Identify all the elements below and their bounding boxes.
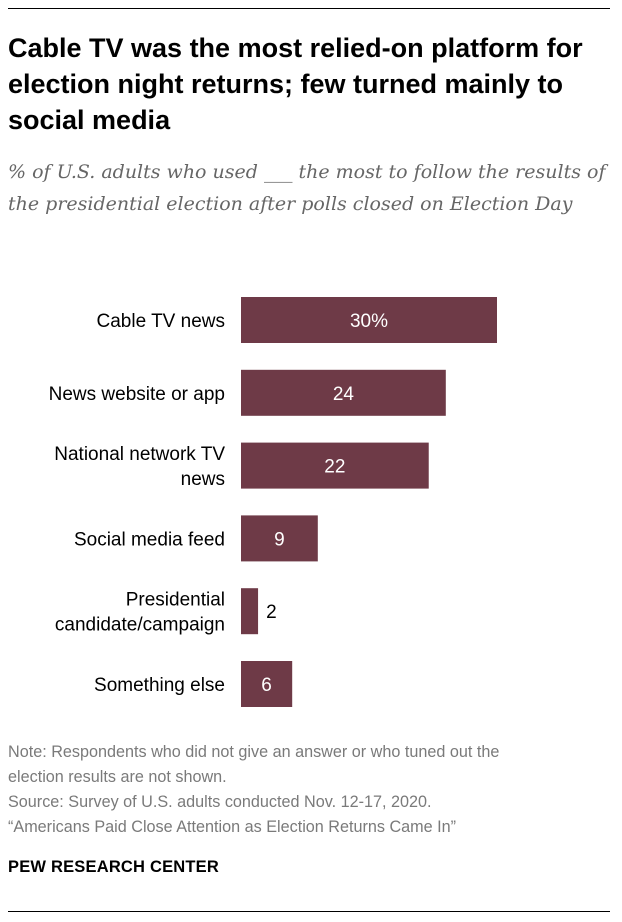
note-line-1: Note: Respondents who did not give an an… [8, 743, 500, 761]
bar [241, 442, 429, 489]
category-label: National network TV [54, 444, 225, 465]
value-label: 2 [266, 602, 277, 623]
bar [241, 515, 318, 562]
bar-chart: 30% Cable TV news 24 News website or app 22 N… [49, 297, 497, 707]
bar [241, 661, 293, 707]
category-label: Presidential [126, 590, 225, 611]
bar [241, 297, 497, 343]
value-label: 9 [274, 529, 285, 550]
chart-subtitle: % of U.S. adults who used ___ the most t… [8, 161, 606, 215]
category-label: News website or app [49, 384, 225, 405]
category-label: Something else [94, 675, 225, 696]
value-label: 30% [350, 311, 388, 332]
bar [241, 369, 446, 416]
chart-title: Cable TV was the most relied-on platform… [8, 33, 583, 135]
category-label: candidate/campaign [55, 615, 225, 636]
category-label: Social media feed [74, 529, 225, 550]
category-label: Cable TV news [97, 311, 226, 332]
value-label: 6 [261, 675, 272, 696]
value-label: 24 [333, 384, 355, 405]
pew-logo-text: PEW RESEARCH CENTER [8, 858, 219, 876]
source-line: Source: Survey of U.S. adults conducted … [8, 793, 432, 811]
report-title-line: “Americans Paid Close Attention as Elect… [8, 818, 457, 836]
top-rule [8, 8, 610, 9]
bottom-rule [8, 911, 610, 912]
note-line-2: election results are not shown. [8, 768, 227, 786]
category-label: news [181, 469, 225, 490]
value-label: 22 [324, 457, 345, 478]
bar [241, 588, 259, 635]
footnote: Note: Respondents who did not give an an… [8, 740, 614, 840]
